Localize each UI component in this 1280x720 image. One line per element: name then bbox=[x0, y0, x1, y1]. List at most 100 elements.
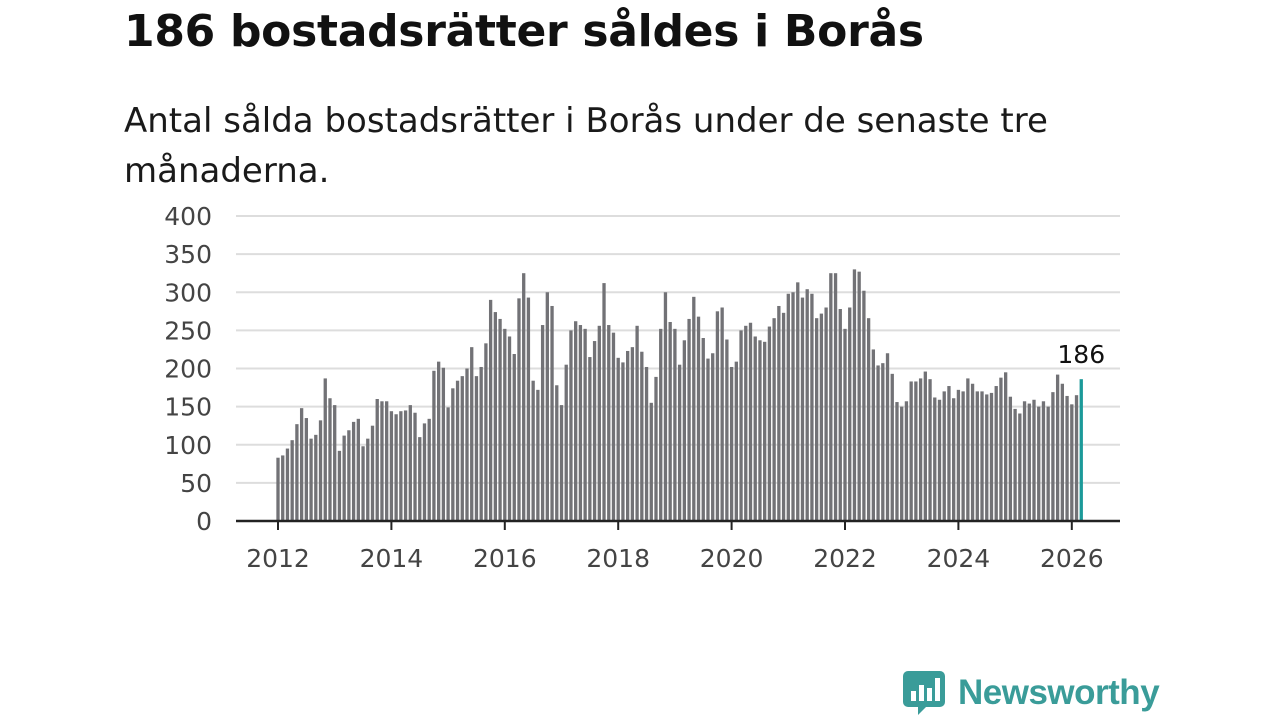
bar bbox=[437, 361, 441, 521]
bar bbox=[290, 440, 294, 521]
bar bbox=[526, 297, 531, 521]
bar bbox=[540, 325, 545, 521]
bar bbox=[989, 392, 994, 521]
x-tick-label: 2018 bbox=[586, 544, 650, 573]
bar bbox=[422, 423, 427, 521]
bar bbox=[1065, 395, 1069, 521]
bar bbox=[488, 299, 493, 522]
bar bbox=[673, 328, 677, 521]
bar bbox=[729, 366, 734, 521]
bar bbox=[616, 357, 620, 521]
bar bbox=[351, 421, 356, 522]
bar bbox=[465, 368, 469, 521]
bar bbox=[720, 307, 724, 521]
bar bbox=[1032, 399, 1036, 521]
bar bbox=[1070, 404, 1074, 521]
bar bbox=[966, 378, 970, 521]
bar bbox=[597, 325, 601, 521]
bar bbox=[1008, 396, 1013, 521]
bar bbox=[682, 340, 687, 521]
bar bbox=[999, 377, 1003, 521]
bar bbox=[819, 313, 824, 521]
bar bbox=[649, 402, 653, 521]
bar bbox=[342, 435, 346, 521]
bar bbox=[1051, 392, 1055, 521]
bar bbox=[914, 381, 918, 521]
bar bbox=[375, 399, 379, 521]
bar bbox=[578, 325, 583, 521]
y-tick-label: 350 bbox=[164, 240, 212, 269]
bar bbox=[385, 401, 389, 521]
bar bbox=[810, 293, 814, 521]
y-tick-label: 400 bbox=[164, 202, 212, 231]
bar bbox=[852, 269, 857, 522]
bar bbox=[328, 398, 332, 521]
bar bbox=[427, 418, 431, 521]
bar bbox=[952, 398, 956, 521]
bar bbox=[394, 414, 398, 521]
bar bbox=[621, 362, 625, 521]
bar bbox=[871, 349, 876, 521]
bar bbox=[796, 282, 800, 521]
bar bbox=[890, 373, 894, 521]
bar bbox=[555, 385, 559, 521]
bar bbox=[933, 397, 937, 521]
bar bbox=[559, 405, 564, 521]
bar bbox=[309, 438, 313, 521]
bar bbox=[961, 391, 965, 522]
bar bbox=[413, 412, 417, 521]
bar bbox=[701, 338, 705, 521]
bar bbox=[564, 364, 568, 521]
bar bbox=[550, 305, 554, 521]
bar bbox=[635, 325, 639, 521]
bar bbox=[1074, 395, 1079, 521]
bar bbox=[592, 341, 597, 521]
bar bbox=[276, 457, 280, 521]
bar bbox=[692, 296, 696, 521]
bar bbox=[744, 325, 748, 521]
bar bbox=[786, 293, 790, 521]
y-tick-label: 50 bbox=[180, 469, 212, 498]
x-tick-label: 2024 bbox=[927, 544, 991, 573]
bar bbox=[739, 330, 743, 522]
bar bbox=[285, 448, 290, 521]
bar bbox=[1004, 372, 1008, 521]
bar bbox=[314, 434, 318, 521]
bar bbox=[403, 410, 408, 521]
y-tick-label: 100 bbox=[164, 431, 212, 460]
bar bbox=[569, 330, 573, 522]
bar bbox=[781, 312, 786, 521]
bar bbox=[758, 340, 762, 521]
bar bbox=[644, 366, 649, 521]
bar bbox=[611, 332, 616, 521]
bar bbox=[479, 366, 483, 521]
bar bbox=[1041, 401, 1046, 521]
bar bbox=[507, 336, 512, 521]
bar bbox=[763, 341, 767, 521]
bar bbox=[876, 365, 880, 521]
bar bbox=[531, 380, 535, 521]
bar bbox=[725, 339, 729, 521]
bar bbox=[474, 376, 479, 522]
bar bbox=[947, 386, 951, 521]
bar bbox=[380, 401, 384, 521]
bar bbox=[503, 328, 507, 521]
y-tick-label: 150 bbox=[164, 393, 212, 422]
bar bbox=[937, 399, 942, 521]
bar bbox=[829, 273, 833, 521]
newsworthy-logo: Newsworthy bbox=[902, 668, 1160, 718]
x-tick-label: 2020 bbox=[700, 544, 764, 573]
x-tick-label: 2022 bbox=[813, 544, 877, 573]
bar bbox=[706, 358, 710, 521]
bar bbox=[900, 406, 904, 522]
bar bbox=[843, 328, 847, 521]
bar bbox=[281, 455, 285, 521]
x-tick-label: 2012 bbox=[246, 544, 310, 573]
bar bbox=[366, 438, 370, 521]
bar bbox=[356, 418, 360, 521]
bar bbox=[777, 305, 781, 521]
bar bbox=[677, 364, 682, 521]
bar bbox=[347, 430, 351, 521]
bar bbox=[895, 402, 899, 521]
bar bbox=[772, 318, 776, 521]
